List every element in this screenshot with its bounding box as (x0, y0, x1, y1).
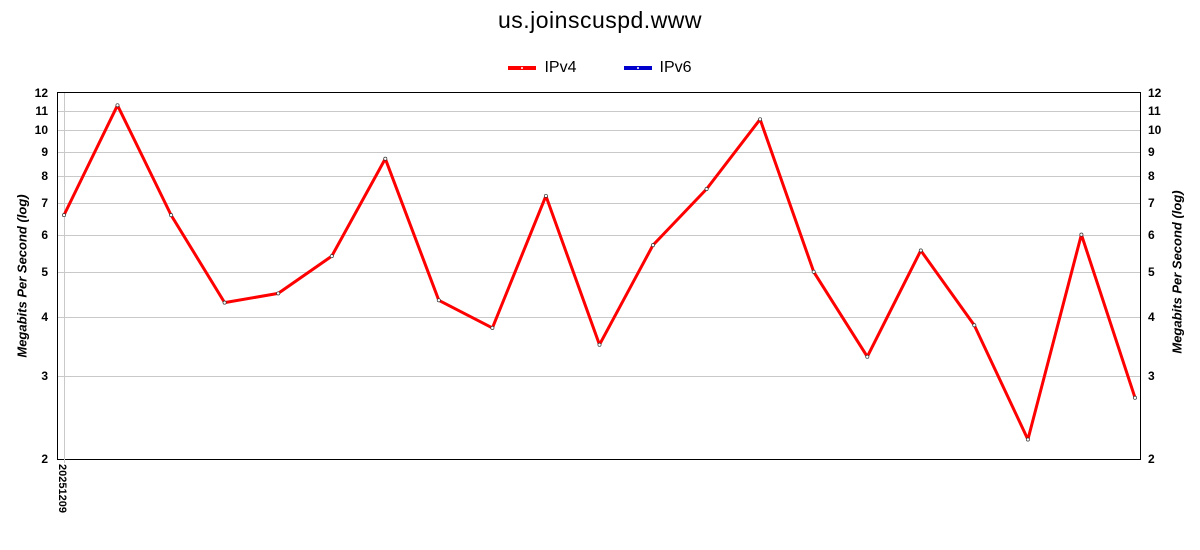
y-tick-label-left: 11 (35, 103, 48, 118)
legend-item-ipv6: IPv6 (623, 59, 692, 77)
ipv4-data-point (222, 300, 227, 305)
y-tick-label-left: 2 (41, 452, 48, 466)
y-tick-label-left: 8 (41, 168, 48, 183)
y-tick-label-left: 5 (41, 264, 48, 279)
ipv6-line-swatch (623, 66, 652, 70)
ipv4-data-point (169, 213, 174, 218)
y-tick-label-right: 2 (1148, 452, 1155, 466)
ipv4-data-point (1025, 437, 1030, 442)
ipv4-data-point (758, 117, 763, 122)
ipv4-data-point (490, 325, 495, 330)
y-tick-label-right: 5 (1148, 264, 1155, 279)
ipv4-line-swatch (508, 66, 537, 70)
ipv4-data-point (115, 103, 120, 108)
y-tick-label-left: 3 (41, 369, 48, 384)
legend-label: IPv4 (544, 59, 577, 76)
ipv4-data-point (329, 254, 334, 259)
y-tick-label-right: 7 (1148, 196, 1155, 211)
plot-area (57, 92, 1141, 463)
y-tick-label-right: 8 (1148, 168, 1155, 183)
legend-label: IPv6 (659, 59, 692, 76)
y-tick-label-left: 6 (41, 227, 48, 242)
y-tick-label-right: 3 (1148, 369, 1155, 384)
ipv4-data-point (1133, 395, 1137, 400)
ipv4-data-point (704, 187, 709, 191)
legend: IPv4 IPv6 (0, 59, 1200, 77)
ipv4-data-point (597, 342, 602, 347)
x-tick-label: 20251209 (56, 464, 68, 513)
y-tick-label-left: 12 (34, 86, 48, 100)
ipv4-data-point (865, 354, 870, 359)
y-tick-label-right: 4 (1148, 310, 1155, 325)
y-tick-label-left: 7 (41, 196, 48, 211)
y-tick-label-right: 11 (1148, 103, 1161, 118)
y-tick-label-left: 9 (41, 144, 48, 159)
ipv4-data-point (1079, 232, 1084, 237)
y-tick-label-right: 9 (1148, 144, 1155, 159)
y-tick-label-right: 10 (1148, 123, 1162, 138)
ipv4-data-point (972, 323, 977, 328)
ipv4-data-point (383, 156, 388, 161)
y-tick-label-right: 6 (1148, 227, 1155, 242)
y-tick-label-right: 12 (1148, 86, 1162, 100)
marker-dot (521, 67, 524, 69)
ipv4-data-point (918, 248, 923, 253)
plot-canvas (58, 93, 1140, 463)
ipv4-data-point (543, 193, 548, 198)
chart-title: us.joinscuspd.www (497, 7, 703, 33)
y-tick-label-left: 10 (34, 123, 48, 138)
ipv4-data-point (651, 243, 655, 248)
ipv4-data-point (62, 213, 66, 218)
ipv4-data-point (436, 298, 441, 303)
y-tick-label-left: 4 (41, 310, 48, 325)
ipv4-data-point (811, 269, 816, 274)
ipv4-data-point (276, 291, 281, 296)
legend-item-ipv4: IPv4 (508, 59, 577, 77)
marker-dot (636, 67, 639, 69)
